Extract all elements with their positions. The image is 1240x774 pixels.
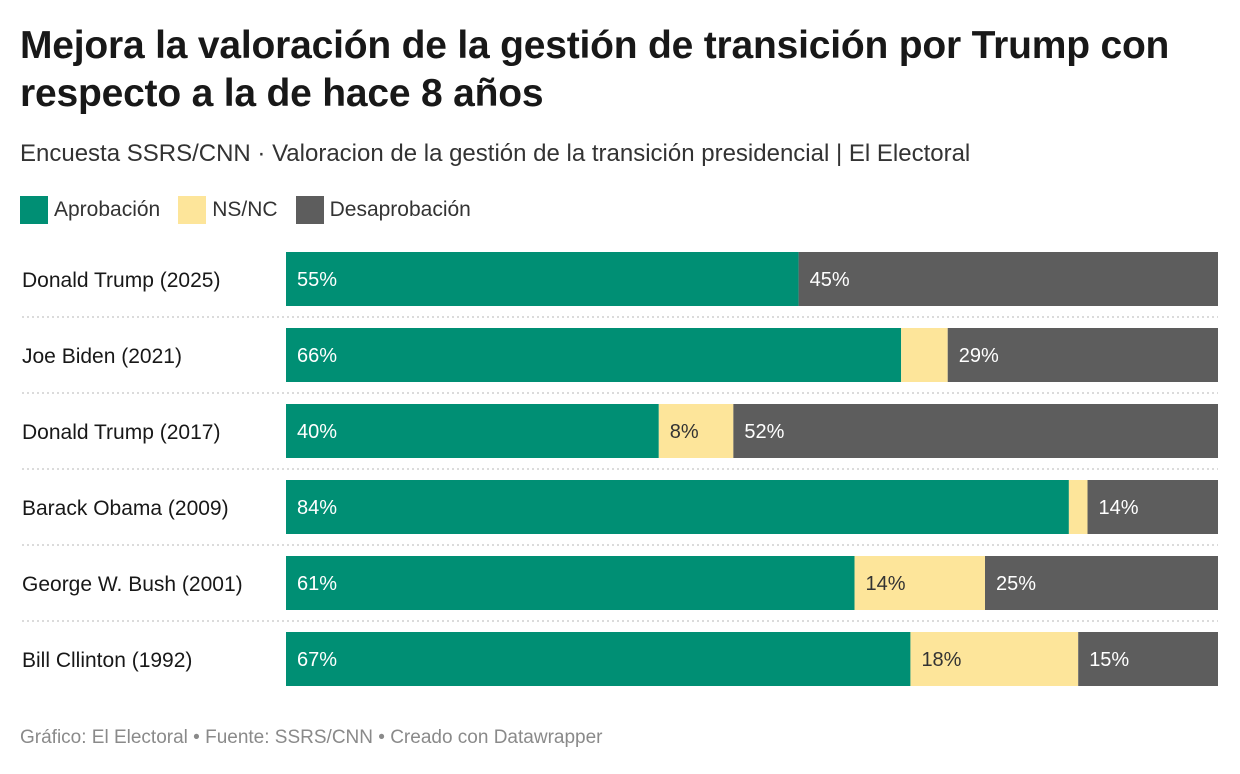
- data-label: 84%: [297, 497, 337, 519]
- bar-segment: [947, 328, 1218, 382]
- chart-subtitle: Encuesta SSRS/CNN · Valoracion de la ges…: [20, 140, 971, 167]
- data-label: 15%: [1089, 649, 1129, 671]
- data-label: 67%: [297, 649, 337, 671]
- data-label: 66%: [297, 345, 337, 367]
- row-label: George W. Bush (2001): [22, 573, 243, 596]
- legend-label-nsnc: NS/NC: [212, 198, 278, 221]
- stacked-bar-chart: Donald Trump (2025) 55% 45% Joe Biden (2021…: [22, 252, 1218, 686]
- bar-segment: [286, 404, 659, 458]
- bar-segment: [985, 556, 1218, 610]
- bar-segment: [798, 252, 1218, 306]
- data-label: 25%: [996, 573, 1036, 595]
- data-label: 14%: [1099, 497, 1139, 519]
- data-label: 18%: [921, 649, 961, 671]
- bar-segment: [1087, 480, 1218, 534]
- row-label: Donald Trump (2017): [22, 421, 220, 444]
- legend-swatch-nsnc: [178, 196, 207, 224]
- legend-label-aprobacion: Aprobación: [54, 198, 161, 221]
- legend-item-desaprobacion: Desaprobación: [295, 196, 471, 224]
- row-label: Joe Biden (2021): [22, 345, 182, 368]
- legend-swatch-desaprobacion: [295, 196, 324, 224]
- bar-segment: [286, 480, 1069, 534]
- chart-footer: Gráfico: El Electoral • Fuente: SSRS/CNN…: [20, 727, 603, 748]
- row-label: Barack Obama (2009): [22, 497, 229, 520]
- data-label: 52%: [744, 421, 784, 443]
- bar-segment: [286, 252, 799, 306]
- data-label: 55%: [297, 269, 337, 291]
- legend-item-aprobacion: Aprobación: [20, 196, 160, 224]
- chart-title: Mejora la valoración de la gestión de tr…: [20, 24, 1170, 115]
- bar-segment: [733, 404, 1218, 458]
- legend-swatch-aprobacion: [20, 196, 48, 224]
- legend: Aprobación NS/NC Desaprobación: [20, 196, 489, 224]
- data-label: 14%: [866, 573, 906, 595]
- bar-segment: [658, 404, 734, 458]
- bar-segment: [901, 328, 948, 382]
- data-label: 45%: [810, 269, 850, 291]
- bar-segment: [854, 556, 985, 610]
- bar-segment: [1068, 480, 1088, 534]
- legend-item-nsnc: NS/NC: [178, 196, 278, 224]
- legend-label-desaprobacion: Desaprobación: [329, 198, 471, 221]
- data-label: 61%: [297, 573, 337, 595]
- bar-segment: [910, 632, 1079, 686]
- data-label: 8%: [670, 421, 699, 443]
- bar-segment: [286, 632, 911, 686]
- row-label: Donald Trump (2025): [22, 269, 220, 292]
- bar-segment: [1078, 632, 1218, 686]
- bar-segment: [286, 328, 902, 382]
- row-label: Bill Cllinton (1992): [22, 649, 192, 672]
- data-label: 40%: [297, 421, 337, 443]
- bar-segment: [286, 556, 855, 610]
- data-label: 29%: [959, 345, 999, 367]
